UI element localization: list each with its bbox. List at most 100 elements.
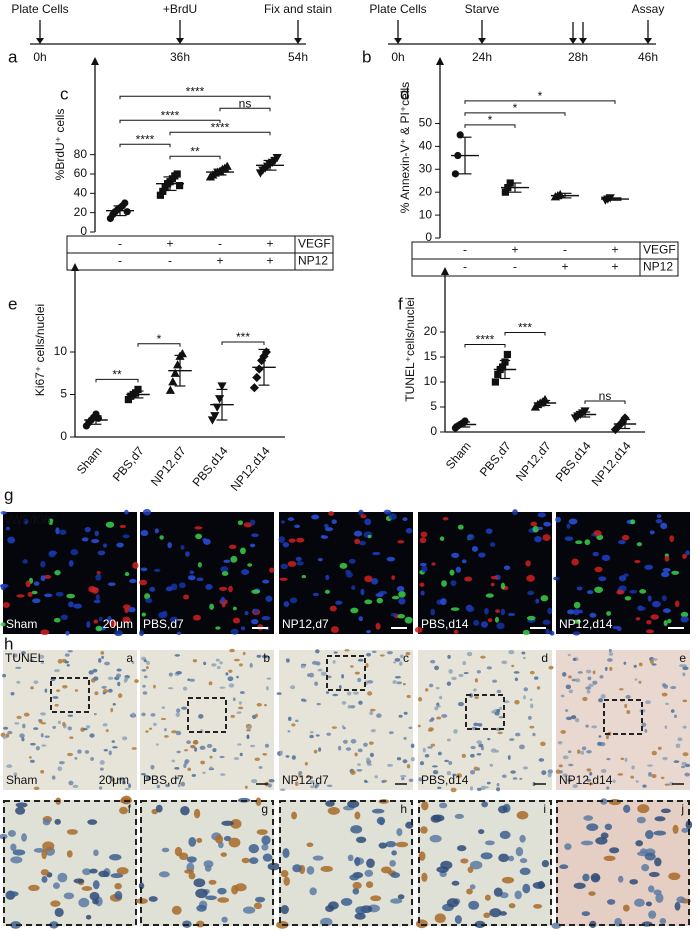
cell bbox=[462, 661, 467, 666]
table-cell: - bbox=[563, 243, 567, 257]
cell bbox=[648, 885, 655, 893]
cell bbox=[174, 654, 181, 657]
cell bbox=[436, 716, 442, 720]
cell bbox=[150, 764, 155, 770]
cell bbox=[73, 878, 85, 884]
cell bbox=[446, 898, 459, 908]
table-cell: - bbox=[513, 260, 517, 274]
cell bbox=[630, 775, 635, 779]
cell bbox=[182, 686, 188, 691]
cell bbox=[588, 891, 596, 896]
cell bbox=[473, 619, 480, 626]
cell bbox=[681, 827, 689, 833]
cell bbox=[480, 655, 486, 659]
cell bbox=[171, 730, 178, 734]
cell bbox=[476, 740, 482, 745]
cell bbox=[388, 731, 394, 735]
cell bbox=[215, 658, 220, 662]
cell bbox=[672, 824, 679, 834]
cell bbox=[661, 683, 667, 688]
cell bbox=[395, 841, 409, 848]
cell bbox=[418, 777, 423, 782]
cell bbox=[420, 826, 428, 834]
cell bbox=[67, 726, 72, 731]
cell bbox=[501, 876, 515, 884]
cell bbox=[493, 887, 503, 897]
cell bbox=[473, 688, 477, 692]
cell bbox=[647, 764, 653, 767]
cell bbox=[90, 757, 95, 761]
cell bbox=[573, 882, 586, 889]
cell bbox=[403, 736, 407, 740]
cell bbox=[573, 608, 580, 616]
cell bbox=[572, 631, 581, 636]
cell bbox=[217, 887, 227, 895]
cell bbox=[90, 538, 100, 544]
cell bbox=[397, 894, 405, 900]
cell bbox=[532, 732, 536, 737]
cell bbox=[187, 575, 196, 581]
cell bbox=[537, 526, 544, 530]
cell bbox=[159, 535, 164, 540]
cell bbox=[645, 901, 652, 907]
cell bbox=[280, 788, 286, 792]
cell bbox=[30, 686, 34, 690]
cell bbox=[19, 733, 25, 739]
cell bbox=[107, 615, 112, 623]
cell bbox=[496, 783, 500, 787]
cell bbox=[371, 808, 385, 814]
cell bbox=[584, 539, 591, 546]
cell bbox=[15, 802, 28, 808]
cell bbox=[386, 650, 393, 655]
cell bbox=[670, 686, 677, 690]
cell bbox=[339, 562, 348, 569]
cell bbox=[608, 648, 612, 653]
cell bbox=[203, 661, 207, 666]
table-cell: + bbox=[216, 254, 223, 268]
cell bbox=[541, 859, 550, 868]
cell bbox=[640, 848, 648, 854]
cell bbox=[473, 766, 479, 771]
cell bbox=[398, 590, 406, 598]
cell bbox=[568, 675, 572, 679]
cell bbox=[496, 622, 505, 630]
cell bbox=[651, 750, 657, 756]
cell bbox=[383, 509, 392, 515]
cell bbox=[6, 764, 13, 769]
cell bbox=[280, 904, 289, 915]
cell bbox=[369, 711, 374, 716]
cell bbox=[318, 747, 322, 752]
cell bbox=[577, 671, 583, 674]
cell bbox=[474, 678, 479, 683]
data-point bbox=[249, 383, 259, 393]
cell bbox=[112, 702, 116, 706]
cell bbox=[587, 676, 592, 681]
y-axis-label: Ki67⁺ cells/nuclei bbox=[33, 304, 47, 396]
cell bbox=[312, 592, 319, 597]
panel-letter: e bbox=[8, 294, 17, 313]
zoom-box bbox=[50, 677, 90, 713]
cell bbox=[385, 840, 397, 848]
cell bbox=[582, 696, 588, 702]
cell bbox=[105, 729, 109, 733]
cell bbox=[238, 701, 242, 705]
cell bbox=[117, 681, 121, 687]
cell bbox=[437, 786, 442, 789]
cell bbox=[513, 671, 520, 674]
zoom-frame bbox=[140, 800, 274, 926]
cell bbox=[583, 815, 594, 821]
cell bbox=[530, 703, 534, 709]
cell bbox=[476, 767, 480, 771]
cell bbox=[10, 843, 17, 852]
cell bbox=[364, 599, 373, 605]
cell bbox=[176, 708, 181, 713]
cell bbox=[187, 767, 192, 771]
cell bbox=[239, 752, 243, 757]
cell bbox=[367, 691, 373, 696]
table-cell: + bbox=[166, 237, 173, 251]
cell bbox=[468, 900, 480, 910]
cell bbox=[212, 748, 217, 753]
event-label: Plate Cells bbox=[369, 2, 426, 16]
cell bbox=[237, 743, 242, 746]
cell bbox=[631, 765, 635, 770]
